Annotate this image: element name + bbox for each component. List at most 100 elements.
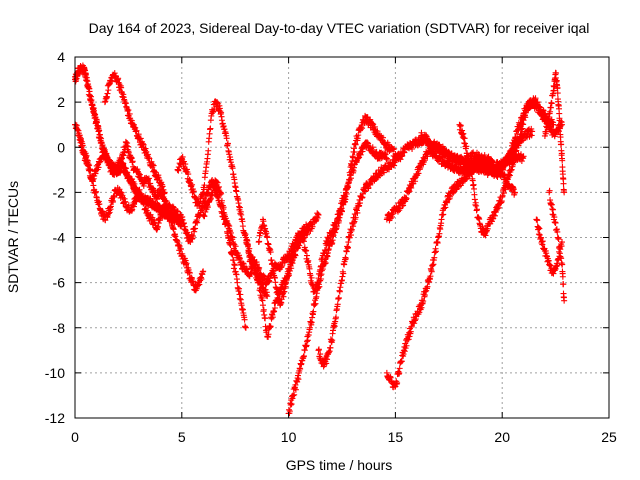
data-point bbox=[398, 358, 405, 365]
data-point bbox=[310, 308, 317, 315]
x-tick-label: 25 bbox=[601, 429, 617, 445]
data-point bbox=[163, 198, 170, 205]
data-point bbox=[556, 243, 563, 250]
data-point bbox=[391, 145, 398, 152]
data-point bbox=[264, 293, 271, 300]
data-point bbox=[223, 219, 230, 226]
data-point bbox=[262, 286, 269, 293]
data-point bbox=[186, 269, 193, 276]
data-point bbox=[77, 135, 84, 142]
data-point bbox=[267, 249, 274, 256]
data-point bbox=[390, 146, 397, 153]
data-point bbox=[262, 225, 269, 232]
data-point bbox=[179, 153, 186, 160]
data-point bbox=[288, 401, 295, 408]
data-point bbox=[233, 188, 240, 195]
data-point bbox=[164, 205, 171, 212]
x-tick-label: 5 bbox=[178, 429, 186, 445]
data-point bbox=[186, 269, 193, 276]
data-point bbox=[110, 198, 117, 205]
data-point bbox=[548, 100, 555, 107]
data-point bbox=[352, 214, 359, 221]
data-point bbox=[312, 300, 319, 307]
data-point bbox=[157, 214, 164, 221]
data-point bbox=[230, 257, 237, 264]
data-point bbox=[333, 223, 340, 230]
data-point bbox=[561, 297, 568, 304]
data-point bbox=[540, 107, 547, 114]
data-point bbox=[473, 206, 480, 213]
data-point bbox=[538, 234, 545, 241]
data-point bbox=[327, 344, 334, 351]
data-point bbox=[333, 314, 340, 321]
data-point bbox=[509, 145, 516, 152]
data-point bbox=[286, 265, 293, 272]
data-point bbox=[269, 314, 276, 321]
data-point bbox=[141, 199, 148, 206]
data-point bbox=[559, 261, 566, 268]
data-point bbox=[510, 186, 517, 193]
data-point bbox=[220, 204, 227, 211]
data-point bbox=[290, 392, 297, 399]
data-point bbox=[554, 228, 561, 235]
data-point bbox=[256, 238, 263, 245]
data-point bbox=[213, 179, 220, 186]
data-point bbox=[270, 267, 277, 274]
y-tick-label: -12 bbox=[45, 410, 65, 426]
data-point bbox=[415, 142, 422, 149]
data-point bbox=[175, 242, 182, 249]
data-point bbox=[125, 107, 132, 114]
grid-lines bbox=[75, 57, 609, 418]
data-point bbox=[464, 175, 471, 182]
data-point bbox=[543, 128, 550, 135]
data-point bbox=[403, 195, 410, 202]
data-point bbox=[550, 121, 557, 128]
data-point bbox=[344, 244, 351, 251]
data-point bbox=[245, 242, 252, 249]
data-point bbox=[322, 260, 329, 267]
y-tick-label: -4 bbox=[53, 230, 66, 246]
x-tick-label: 15 bbox=[388, 429, 404, 445]
data-point bbox=[247, 270, 254, 277]
data-point bbox=[237, 291, 244, 298]
data-point bbox=[259, 302, 266, 309]
data-point bbox=[161, 189, 168, 196]
data-point bbox=[512, 153, 519, 160]
data-point bbox=[440, 211, 447, 218]
data-point bbox=[192, 225, 199, 232]
data-point bbox=[159, 183, 166, 190]
data-point bbox=[397, 156, 404, 163]
data-point bbox=[257, 288, 264, 295]
data-point bbox=[415, 170, 422, 177]
data-point bbox=[429, 262, 436, 269]
data-point bbox=[551, 214, 558, 221]
data-point bbox=[354, 209, 361, 216]
data-point bbox=[560, 281, 567, 288]
x-tick-label: 20 bbox=[494, 429, 510, 445]
data-point bbox=[202, 208, 209, 215]
y-tick-label: 4 bbox=[57, 49, 65, 65]
data-point bbox=[351, 149, 358, 156]
data-point bbox=[316, 283, 323, 290]
x-axis-label: GPS time / hours bbox=[286, 457, 393, 473]
data-point bbox=[380, 169, 387, 176]
data-point bbox=[274, 288, 281, 295]
data-point bbox=[431, 254, 438, 261]
data-point bbox=[323, 360, 330, 367]
data-point bbox=[260, 306, 267, 313]
data-point bbox=[359, 125, 366, 132]
data-point bbox=[269, 260, 276, 267]
data-point bbox=[336, 295, 343, 302]
data-point bbox=[534, 217, 541, 224]
data-point bbox=[536, 225, 543, 232]
data-point bbox=[224, 140, 231, 147]
data-point bbox=[84, 157, 91, 164]
y-tick-label: 2 bbox=[57, 94, 65, 110]
data-point bbox=[226, 151, 233, 158]
data-point bbox=[559, 239, 566, 246]
data-point bbox=[434, 240, 441, 246]
data-point bbox=[304, 337, 311, 344]
data-point bbox=[334, 301, 341, 308]
data-point bbox=[512, 189, 519, 196]
